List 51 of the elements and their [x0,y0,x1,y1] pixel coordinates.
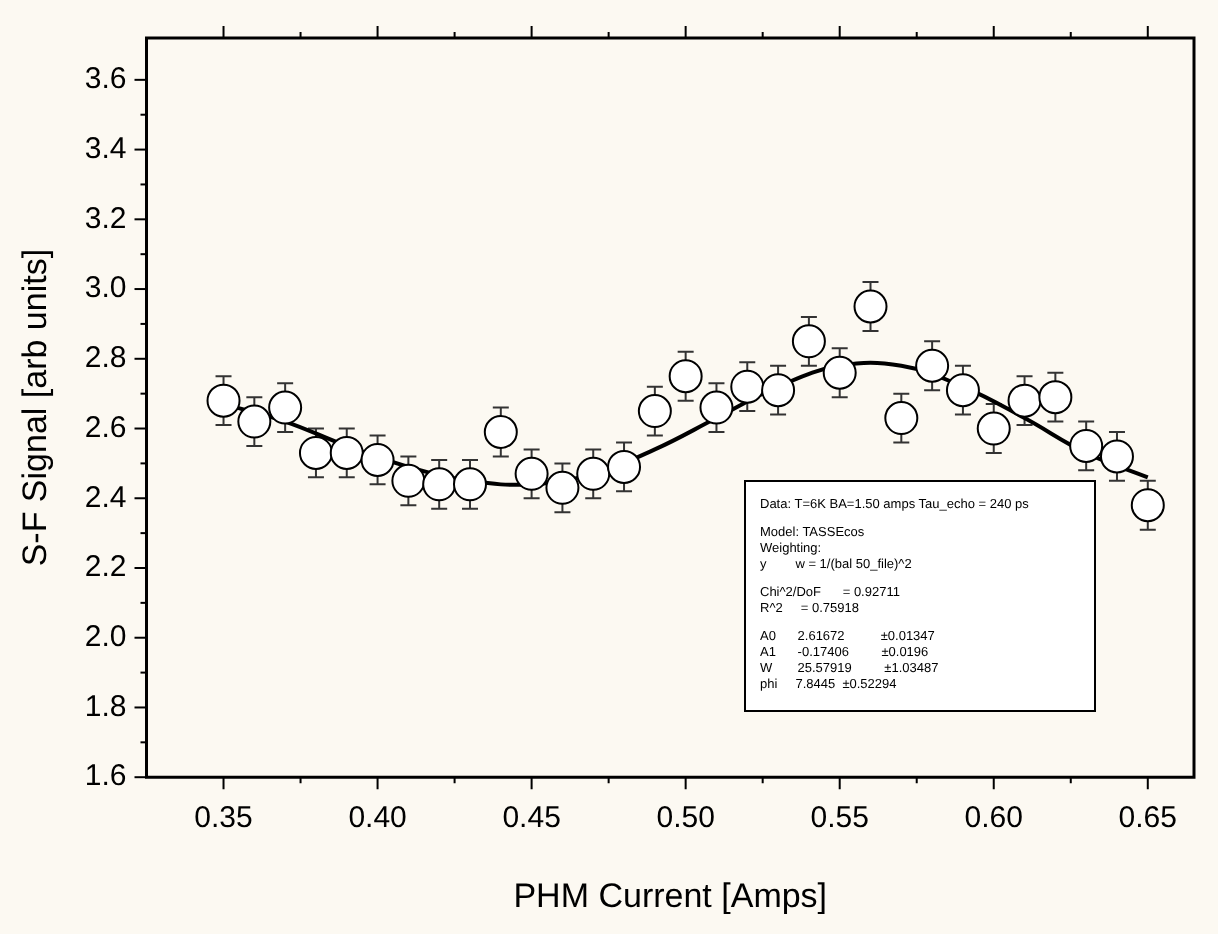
x-tick-label: 0.65 [1118,801,1177,836]
y-tick-label: 1.6 [84,759,127,794]
y-tick-label: 2.8 [84,341,127,376]
x-axis-title: PHM Current [Amps] [513,876,828,915]
point [945,373,980,408]
x-tick-label: 0.40 [348,801,407,836]
point [761,373,796,408]
x-tick-label: 0.60 [964,801,1023,836]
x-tick-label: 0.50 [656,801,715,836]
point [329,435,364,470]
point [545,470,580,505]
y-axis-title: S-F Signal [arb units] [15,248,54,567]
point [607,449,642,484]
x-tick-label: 0.35 [194,801,253,836]
point [1130,488,1165,523]
point [853,289,888,324]
point [730,369,765,404]
y-tick-label: 3.2 [84,201,127,236]
y-tick-label: 3.4 [84,131,127,166]
point [483,415,518,450]
x-tick-label: 0.55 [810,801,869,836]
point [915,348,950,383]
point [298,435,333,470]
y-tick-label: 1.8 [84,689,127,724]
point [268,390,303,425]
point [668,359,703,394]
point [576,456,611,491]
y-tick-label: 3.0 [84,271,127,306]
point [976,411,1011,446]
point [637,394,672,429]
point [237,404,272,439]
point [822,355,857,390]
point [453,467,487,502]
point [1069,428,1104,463]
y-tick-label: 2.4 [84,480,127,515]
point [884,401,919,436]
point [1038,380,1073,415]
point [791,324,826,359]
point [391,463,426,498]
point [514,456,549,491]
y-tick-label: 2.0 [84,620,127,655]
point [1007,383,1042,418]
point [360,442,395,477]
y-tick-label: 2.2 [84,550,127,585]
y-tick-label: 2.6 [84,410,127,445]
point [1099,439,1134,474]
y-tick-label: 3.6 [84,62,127,97]
point [699,390,734,425]
point [206,383,241,418]
point [422,467,457,502]
x-tick-label: 0.45 [502,801,561,836]
